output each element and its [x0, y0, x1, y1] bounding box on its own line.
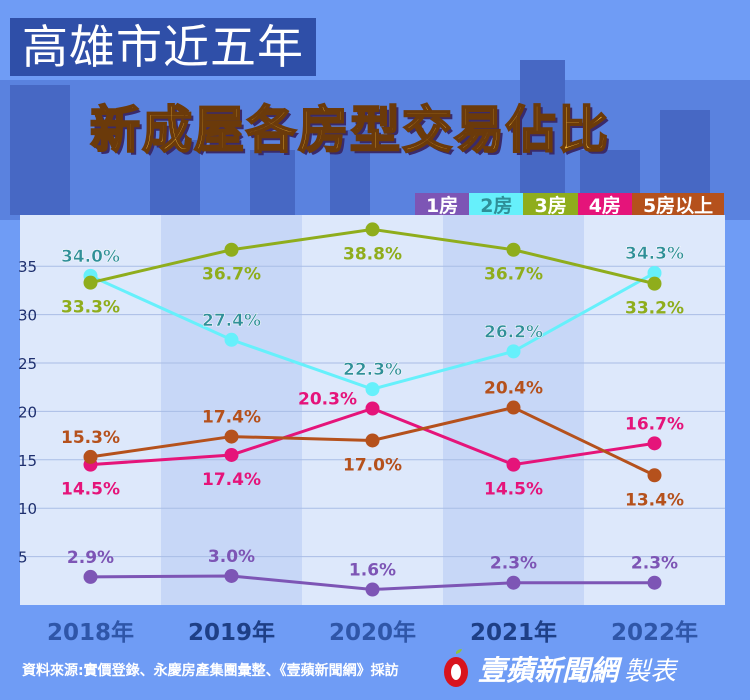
data-point — [365, 222, 380, 237]
data-point — [506, 344, 521, 359]
data-label: 17.0% — [343, 455, 402, 475]
data-label: 27.4% — [202, 311, 261, 331]
y-tick-label: 30 — [18, 307, 37, 325]
data-label: 17.4% — [202, 470, 261, 490]
data-point — [647, 575, 662, 590]
brand-logo: 壹蘋新聞網 製表 — [440, 648, 676, 690]
data-point — [365, 582, 380, 597]
data-label: 15.3% — [61, 428, 120, 448]
y-tick-label: 35 — [18, 258, 37, 276]
data-label: 3.0% — [208, 547, 255, 567]
data-point — [224, 429, 239, 444]
x-tick-label: 2018年 — [47, 619, 134, 646]
data-point — [365, 401, 380, 416]
column-band — [161, 215, 302, 605]
data-label: 34.0% — [61, 247, 120, 267]
data-point — [506, 242, 521, 257]
data-point — [365, 433, 380, 448]
x-tick-label: 2019年 — [188, 619, 275, 646]
data-point — [647, 265, 662, 280]
legend: 1房 2房 3房 4房 5房以上 — [415, 193, 725, 220]
data-point — [506, 457, 521, 472]
data-point — [365, 382, 380, 397]
y-tick-label: 5 — [18, 549, 28, 567]
y-tick-label: 20 — [18, 403, 37, 421]
data-label: 34.3% — [625, 244, 684, 264]
x-tick-label: 2022年 — [611, 619, 698, 646]
data-point — [647, 468, 662, 483]
data-point — [83, 275, 98, 290]
data-label: 2.9% — [67, 548, 114, 568]
data-label: 13.4% — [625, 490, 684, 510]
x-tick-label: 2021年 — [470, 619, 557, 646]
x-tick-label: 2020年 — [329, 619, 416, 646]
data-label: 16.7% — [625, 414, 684, 434]
source-note: 資料來源:實價登錄、永慶房產集團彙整、《壹蘋新聞網》採訪 — [22, 663, 399, 679]
data-point — [647, 436, 662, 451]
data-label: 22.3% — [343, 360, 402, 380]
made-by: 製表 — [624, 656, 677, 687]
data-label: 36.7% — [202, 265, 261, 285]
data-label: 2.3% — [490, 554, 537, 574]
line-chart: 5 10 15 20 25 30 35 2018年 2019年 2020年 2021年 2022年 2.… — [18, 215, 725, 646]
data-label: 20.4% — [484, 379, 543, 399]
data-label: 36.7% — [484, 265, 543, 285]
data-point — [647, 276, 662, 291]
data-label: 14.5% — [484, 480, 543, 500]
data-point — [83, 449, 98, 464]
data-point — [224, 332, 239, 347]
data-label: 2.3% — [631, 554, 678, 574]
y-tick-label: 10 — [18, 500, 37, 518]
data-label: 38.8% — [343, 244, 402, 264]
data-point — [224, 568, 239, 583]
data-label: 20.3% — [298, 389, 357, 409]
title: 高雄市近五年 — [10, 18, 316, 76]
data-label: 33.2% — [625, 299, 684, 319]
y-tick-label: 25 — [18, 355, 37, 373]
data-label: 33.3% — [61, 298, 120, 318]
data-label: 1.6% — [349, 561, 396, 581]
brand-name: 壹蘋新聞網 — [478, 654, 619, 687]
data-point — [506, 575, 521, 590]
y-tick-label: 15 — [18, 452, 37, 470]
data-point — [224, 242, 239, 257]
data-point — [83, 569, 98, 584]
subtitle: 新成屋各房型交易佔比 — [89, 100, 610, 160]
data-label: 26.2% — [484, 322, 543, 342]
apple-icon — [444, 649, 468, 687]
data-label: 17.4% — [202, 408, 261, 428]
data-point — [224, 447, 239, 462]
data-point — [506, 400, 521, 415]
data-label: 14.5% — [61, 480, 120, 500]
